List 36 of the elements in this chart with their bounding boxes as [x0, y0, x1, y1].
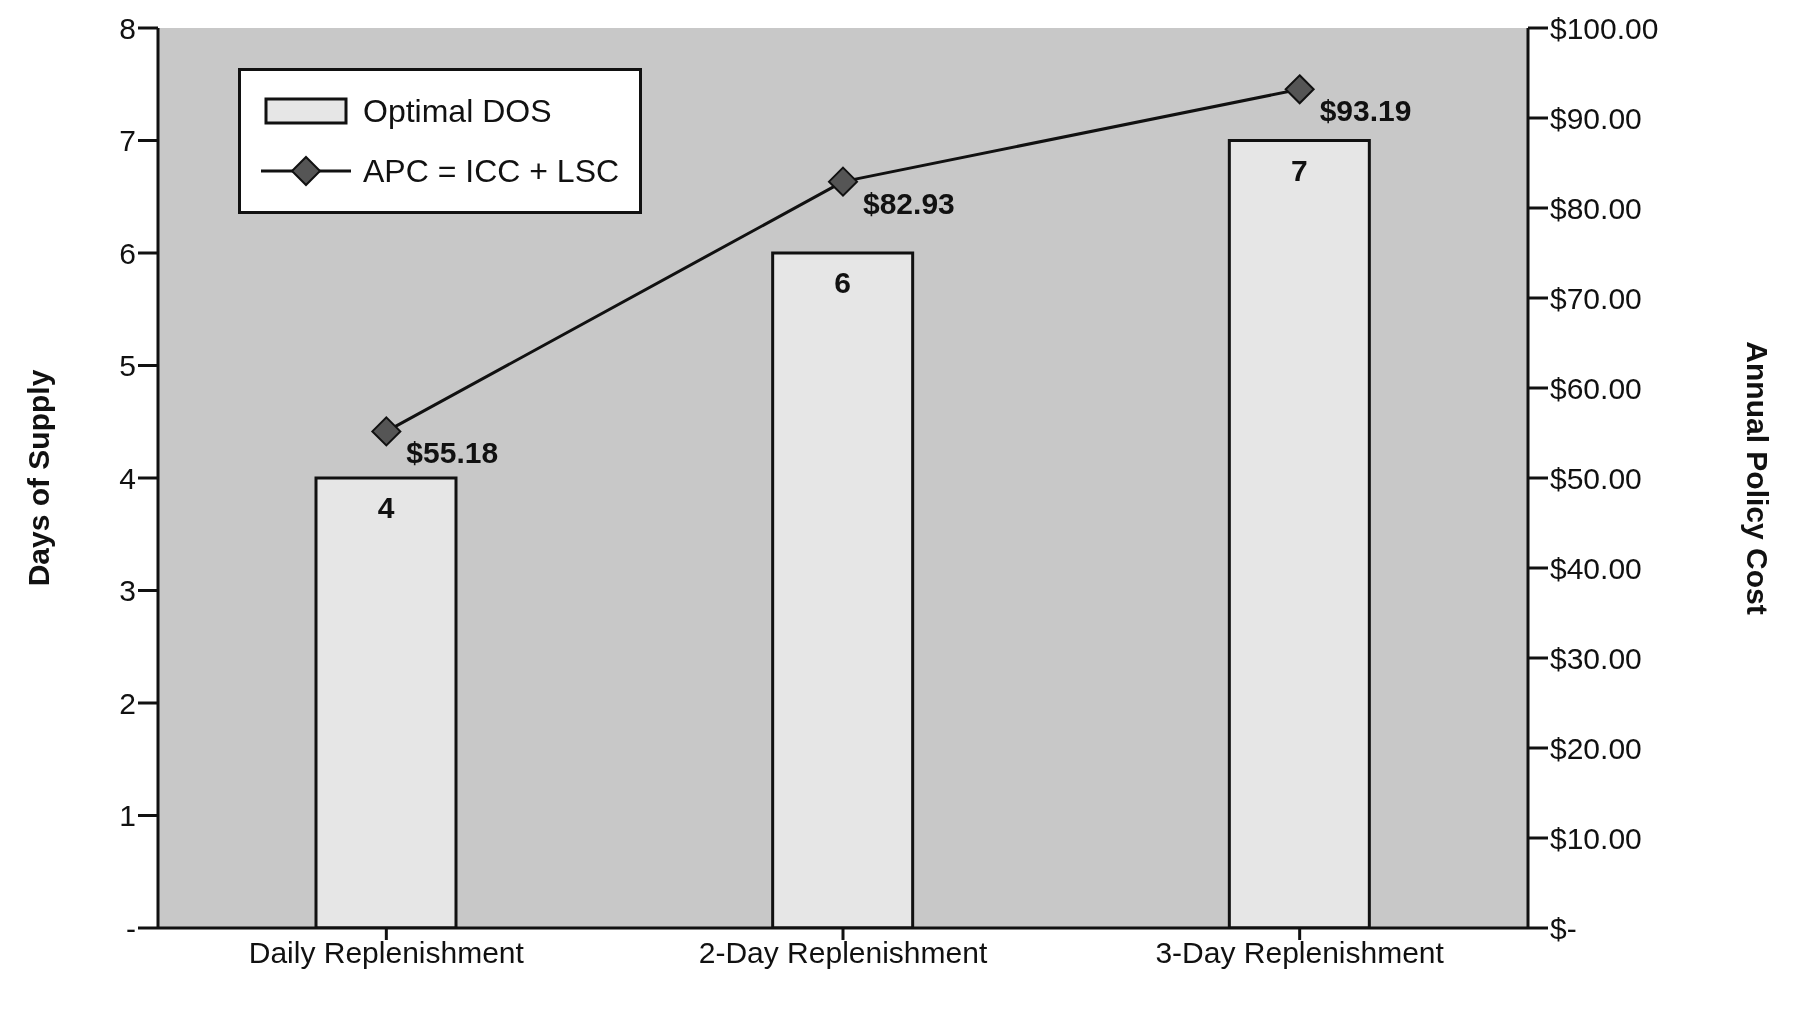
y2-tick-label: $60.00 — [1550, 371, 1642, 405]
y-tick-label: - — [126, 911, 136, 945]
data-label: 7 — [1290, 153, 1308, 187]
y-tick-label: 3 — [119, 574, 136, 608]
y2-tick-label: $- — [1550, 911, 1577, 945]
y-tick-label: 8 — [119, 11, 136, 45]
y-tick-label: 2 — [119, 686, 136, 720]
data-label: $55.18 — [406, 436, 499, 470]
y2-tick-label: $10.00 — [1550, 821, 1642, 855]
y2-tick-label: $80.00 — [1550, 191, 1642, 225]
x-tick-label: 3-Day Replenishment — [1155, 936, 1445, 970]
point — [1284, 74, 1315, 105]
data-label: $93.19 — [1319, 94, 1412, 128]
data-label: 4 — [377, 491, 395, 524]
y2-tick-label: $40.00 — [1550, 551, 1642, 585]
y2-tick-label: $70.00 — [1550, 281, 1642, 315]
data-label: 6 — [834, 266, 852, 299]
legend-label: APC = ICC + LSC — [363, 152, 620, 191]
x-tick-label: 2-Day Replenishment — [698, 936, 988, 970]
y2-axis-title: Annual Policy Cost — [1741, 341, 1775, 615]
y2-tick-label: $20.00 — [1550, 731, 1642, 765]
y2-tick-label: $100.00 — [1550, 11, 1659, 45]
y-tick-label: 1 — [119, 799, 136, 833]
y-tick-label: 4 — [119, 461, 136, 495]
x-tick-label: Daily Replenishment — [248, 936, 525, 970]
y2-tick-label: $50.00 — [1550, 461, 1642, 495]
y-tick-label: 5 — [119, 349, 136, 383]
y2-tick-label: $30.00 — [1550, 641, 1642, 675]
y2-tick-label: $90.00 — [1550, 101, 1642, 135]
y-axis-title: Days of Supply — [21, 369, 55, 587]
y-tick-label: 6 — [119, 236, 136, 270]
point — [371, 416, 402, 447]
data-label: $82.93 — [863, 186, 955, 220]
legend-label: Optimal DOS — [363, 92, 552, 131]
point — [828, 166, 858, 197]
y-tick-label: 7 — [119, 124, 136, 158]
